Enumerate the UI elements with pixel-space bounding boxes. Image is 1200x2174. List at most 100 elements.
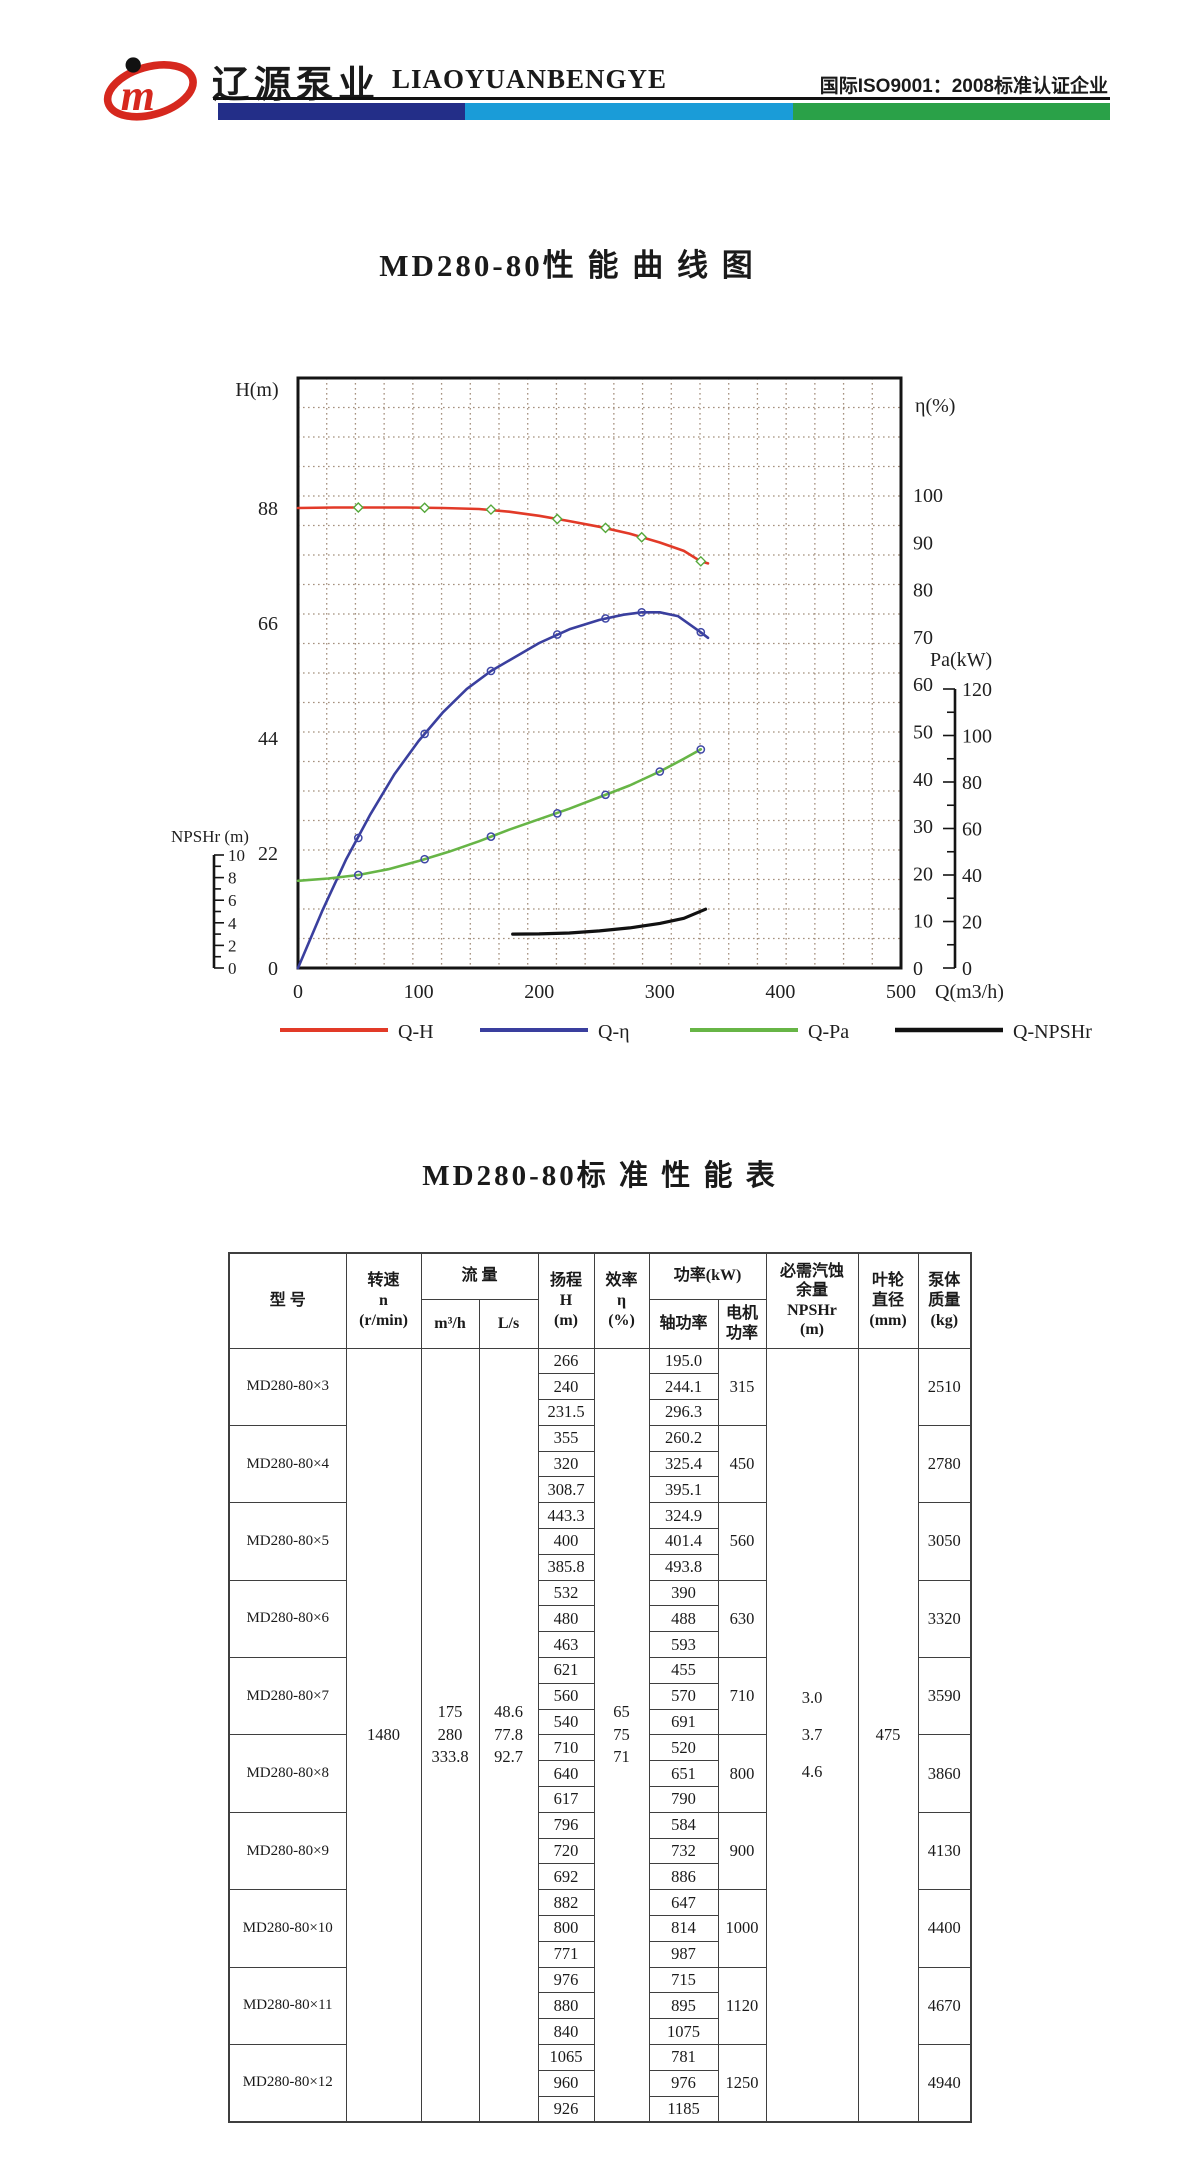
table-row: 640 651 [229, 1760, 971, 1788]
x-tick-label: 100 [404, 981, 434, 1003]
table-row: 771 987 [229, 1940, 971, 1968]
model-cell: MD280-80×5 [228, 1502, 347, 1581]
head-value-cell: 692 [537, 1863, 595, 1891]
npshr-tick-label: 8 [228, 869, 237, 888]
marker-circle [696, 627, 706, 637]
marker-circle [552, 630, 562, 639]
header-mass: 泵体 质量 (kg) [917, 1252, 972, 1349]
head-value-cell: 540 [537, 1708, 595, 1736]
motor-power-cell: 1000 [717, 1889, 767, 1968]
eta-tick-label: 40 [913, 769, 933, 791]
marker-circle [353, 833, 363, 843]
shaft-power-cell: 987 [648, 1940, 719, 1968]
performance-curve-chart: 0 100 200 300 400 500 Q(m3/h)022446688H(m)0102… [171, 376, 1092, 1043]
h-tick-label: 44 [258, 728, 278, 750]
head-value-cell: 231.5 [537, 1399, 595, 1426]
eta-tick-label: 20 [913, 863, 933, 885]
pump-mass-cell: 3590 [917, 1657, 972, 1736]
head-value-cell: 240 [537, 1373, 595, 1401]
curve-Q-H [296, 506, 710, 565]
motor-power-cell: 560 [717, 1502, 767, 1581]
table-row: 240 244.1 [229, 1373, 971, 1401]
motor-power-cell: 800 [717, 1734, 767, 1813]
performance-table: 型 号 转速 n (r/min) 流 量 扬程 H (m) 效率 η (%) 功… [228, 1252, 973, 2123]
table-row: 560 570 [229, 1682, 971, 1710]
header-impeller: 叶轮 直径 (mm) [857, 1252, 919, 1349]
model-cell: MD280-80×6 [228, 1579, 347, 1659]
curve-Q-η [296, 611, 710, 970]
marker-circle [353, 870, 363, 880]
pa-tick-label: 80 [962, 772, 982, 794]
head-value-cell: 720 [537, 1837, 595, 1865]
head-value-cell: 800 [537, 1915, 595, 1942]
model-cell: MD280-80×7 [228, 1657, 347, 1736]
pump-mass-cell: 4130 [917, 1811, 972, 1891]
x-tick-label: 500 [886, 981, 916, 1003]
eta-axis-label: η(%) [915, 395, 955, 417]
pump-mass-cell: 4940 [917, 2044, 972, 2123]
head-value-cell: 796 [537, 1811, 595, 1839]
head-value-cell: 266 [537, 1347, 595, 1375]
head-value-cell: 400 [537, 1528, 595, 1555]
legend-label-Q-NPSHr: Q-NPSHr [1013, 1021, 1092, 1043]
marker-diamond [600, 522, 612, 534]
head-value-cell: 976 [537, 1966, 595, 1994]
header-bar-cyan [465, 103, 793, 120]
shaft-power-cell: 691 [648, 1708, 719, 1736]
h-tick-label: 88 [258, 498, 278, 520]
table-row: MD280-80×7 621 455 710 3590 [228, 1657, 972, 1736]
header-head: 扬程 H (m) [537, 1252, 595, 1349]
table-body: MD280-80×3 1480 175 280 333.8 48.6 77.8 92.… [228, 1347, 972, 2123]
npshr-tick-label: 2 [228, 936, 237, 955]
table-row: 231.5 296.3 [229, 1399, 971, 1426]
header-bar-navy [218, 103, 465, 120]
logo-dot-icon [125, 57, 141, 73]
pa-axis-label: Pa(kW) [930, 649, 992, 671]
shaft-power-cell: 260.2 [648, 1424, 719, 1452]
table-row: 617 790 [229, 1786, 971, 1813]
pump-mass-cell: 2780 [917, 1424, 972, 1504]
shaft-power-cell: 715 [648, 1966, 719, 1994]
head-value-cell: 320 [537, 1450, 595, 1478]
shaft-power-cell: 895 [648, 1992, 719, 2020]
npshr-tick-label: 10 [228, 846, 245, 865]
marker-diamond [352, 501, 364, 513]
marker-circle [552, 809, 562, 818]
shaft-power-cell: 325.4 [648, 1450, 719, 1478]
model-cell: MD280-80×4 [228, 1424, 347, 1504]
shaft-power-cell: 401.4 [648, 1528, 719, 1555]
table-row: 308.7 395.1 [229, 1476, 971, 1504]
header-power: 功率(kW) [648, 1252, 767, 1300]
x-tick-label: 0 [293, 981, 303, 1003]
eta-tick-label: 30 [913, 816, 933, 838]
table-row: MD280-80×8 710 520 800 3860 [228, 1734, 972, 1813]
head-value-cell: 960 [537, 2069, 595, 2097]
marker-diamond [551, 513, 563, 525]
head-value-cell: 308.7 [537, 1476, 595, 1504]
motor-power-cell: 1120 [717, 1966, 767, 2046]
header-bar-green [793, 103, 1110, 120]
table-title: MD280-80标 准 性 能 表 [422, 1160, 778, 1192]
pump-mass-cell: 3050 [917, 1502, 972, 1581]
shaft-power-cell: 488 [648, 1605, 719, 1633]
model-cell: MD280-80×8 [228, 1734, 347, 1813]
shaft-power-cell: 781 [648, 2044, 719, 2071]
head-value-cell: 617 [537, 1786, 595, 1813]
head-value-cell: 443.3 [537, 1502, 595, 1530]
chart-title: MD280-80性 能 曲 线 图 [379, 248, 756, 283]
shaft-power-cell: 244.1 [648, 1373, 719, 1401]
head-value-cell: 1065 [537, 2044, 595, 2071]
header-model: 型 号 [228, 1252, 347, 1349]
model-cell: MD280-80×9 [228, 1811, 347, 1891]
eta-tick-label: 60 [913, 674, 933, 696]
curve-Q-NPSHr [511, 907, 708, 936]
logo-swoosh-icon [103, 61, 197, 121]
shaft-power-cell: 493.8 [648, 1553, 719, 1581]
header-shaft-power: 轴功率 [648, 1298, 719, 1349]
head-value-cell: 385.8 [537, 1553, 595, 1581]
marker-circle [420, 854, 429, 864]
shaft-power-cell: 324.9 [648, 1502, 719, 1530]
shaft-power-cell: 1185 [648, 2095, 719, 2123]
model-cell: MD280-80×3 [228, 1347, 347, 1426]
table-row: 320 325.4 [229, 1450, 971, 1478]
